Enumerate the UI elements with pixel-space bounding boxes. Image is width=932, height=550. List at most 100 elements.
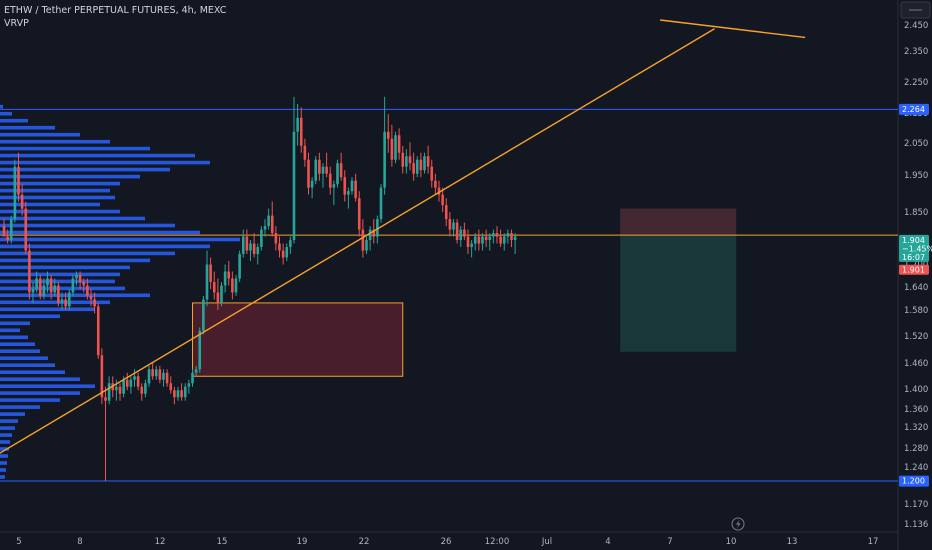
take-profit-zone (620, 235, 737, 352)
volume-profile-bar (0, 118, 28, 123)
candle-body (405, 156, 408, 167)
volume-profile-bar (0, 433, 12, 437)
price-tick-label: 1.360 (904, 405, 928, 415)
candles (2, 96, 517, 482)
candle-body (57, 285, 60, 303)
candle-body (202, 299, 205, 331)
time-tick-label: 26 (441, 537, 452, 547)
candle-body (9, 219, 13, 241)
candle-body (361, 229, 365, 251)
candle-body (89, 295, 93, 300)
time-tick-label: 8 (77, 537, 82, 547)
price-tick-label: 1.640 (904, 283, 928, 293)
candle-body (158, 369, 162, 380)
volume-profile-bar (0, 216, 145, 221)
candle-body (415, 159, 419, 174)
volume-profile-bar (0, 258, 150, 263)
candle-body (129, 379, 133, 387)
candle-body (209, 264, 212, 282)
candle-body (100, 355, 104, 398)
volume-profile-bar (0, 307, 95, 312)
candle-body (234, 278, 238, 293)
volume-profile-bar (0, 153, 195, 158)
candle-body (270, 215, 274, 234)
candle-body (394, 135, 397, 160)
candle-body (49, 278, 53, 293)
last-price-tag (899, 234, 929, 262)
candle-body (426, 156, 430, 167)
volume-profile-bar (0, 195, 115, 200)
candle-body (96, 306, 100, 356)
volume-profile-bar (0, 342, 35, 346)
price-tick-label: 2.350 (904, 47, 928, 57)
volume-profile-bar (0, 314, 60, 319)
volume-profile-bar (0, 384, 95, 388)
candle-body (154, 369, 158, 377)
candle-body (401, 152, 405, 167)
candle-body (71, 278, 75, 293)
demand-zone-box (192, 302, 404, 377)
time-tick-label: 10 (726, 537, 737, 547)
volume-profile-bar (0, 125, 55, 130)
candle-body (492, 233, 495, 237)
volume-profile-bar (0, 447, 9, 451)
candle-body (437, 187, 441, 195)
candle-body (122, 379, 125, 394)
candle-body (328, 173, 332, 188)
candle-body (452, 222, 455, 230)
candle-body (6, 236, 9, 241)
candle-body (310, 180, 314, 188)
volume-profile-bar (0, 391, 80, 395)
candle-body (307, 159, 310, 188)
candle-body (289, 240, 292, 248)
last-price-tag-text: 16:07 (902, 253, 925, 262)
upper-level-price-tag (899, 103, 929, 115)
candle-body (28, 250, 31, 293)
price-tick-label: 1.460 (904, 359, 928, 369)
candle-body (212, 281, 216, 293)
price-tick-label: 1.850 (904, 208, 928, 218)
volume-profile-bar (0, 202, 100, 207)
lightning-icon-bolt (736, 519, 741, 529)
candle-body (281, 250, 285, 258)
candle-body (173, 390, 176, 398)
price-tick-label: 1.280 (904, 444, 928, 454)
volume-profile-bar (0, 139, 110, 144)
price-tick-label: 2.450 (904, 21, 928, 31)
volume-profile-bar (0, 223, 175, 228)
volume-profile-bar (0, 300, 110, 305)
volume-profile-bar (0, 349, 40, 353)
candle-body (318, 159, 321, 174)
candle-body (169, 383, 173, 391)
volume-profile-bar (0, 188, 110, 193)
candle-body (42, 285, 46, 296)
candle-body (86, 285, 89, 296)
lightning-icon[interactable] (731, 517, 745, 531)
time-tick-label: 22 (359, 537, 370, 547)
candle-body (376, 219, 379, 237)
candle-body (379, 187, 383, 220)
candle-body (419, 159, 423, 171)
candle-body (441, 194, 444, 206)
candle-body (82, 281, 86, 286)
candle-body (285, 247, 289, 258)
candle-body (484, 236, 488, 241)
volume-profile-bar (0, 321, 30, 326)
candle-body (473, 236, 477, 244)
volume-profile-bar (0, 174, 140, 179)
time-tick-label: Jul (541, 537, 552, 547)
price-tick-label: 1.240 (904, 463, 928, 473)
volume-profile-bar (0, 377, 80, 381)
candle-body (125, 379, 129, 387)
volume-profile-bar (0, 468, 6, 472)
volume-profile-bar (0, 293, 150, 298)
candle-body (386, 131, 390, 139)
candle-body (104, 397, 107, 401)
candle-body (267, 215, 270, 227)
candle-body (162, 372, 165, 380)
stop-price-tag-text: 1.901 (902, 266, 925, 275)
volume-profile-bar (0, 209, 120, 214)
price-tick-label: 2.250 (904, 78, 928, 88)
